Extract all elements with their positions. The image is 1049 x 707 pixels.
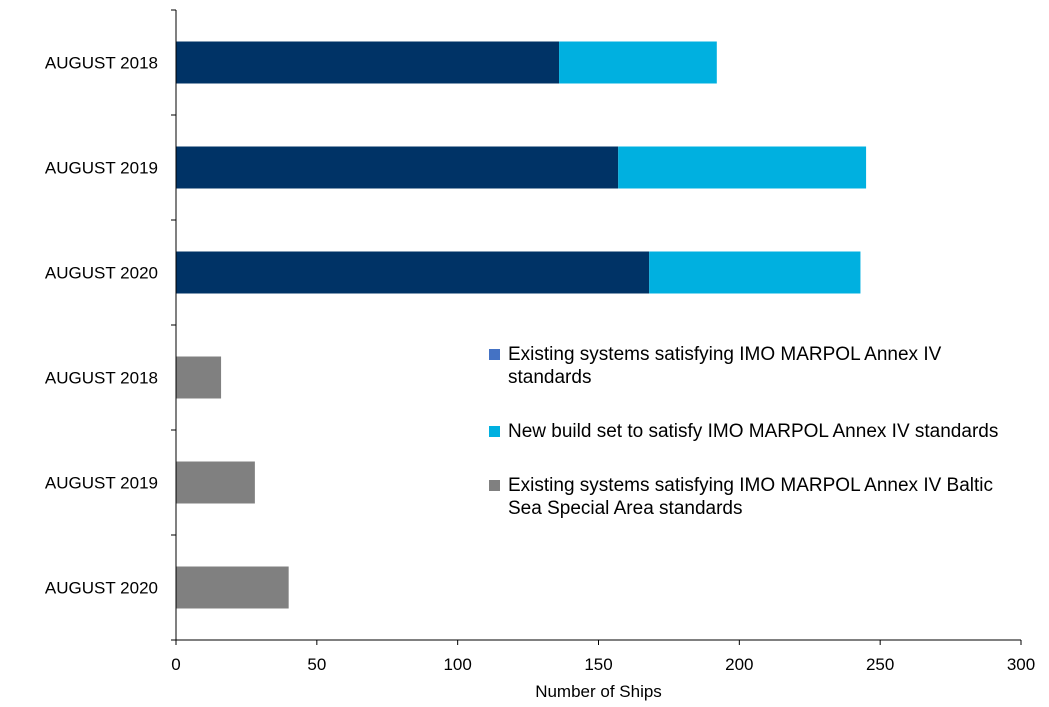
x-tick-label: 300 — [1007, 655, 1035, 674]
y-tick-label: AUGUST 2020 — [45, 264, 158, 283]
legend-swatch — [489, 349, 500, 360]
legend-label: Existing systems satisfying IMO MARPOL A… — [508, 475, 994, 519]
legend-item: Existing systems satisfying IMO MARPOL A… — [486, 343, 1026, 389]
bar-segment — [618, 146, 867, 189]
bar-segment — [649, 251, 861, 294]
x-tick-label: 200 — [725, 655, 753, 674]
bar-segment — [176, 251, 650, 294]
bar-segment — [176, 566, 289, 609]
legend-swatch — [489, 480, 500, 491]
x-tick-label: 150 — [584, 655, 612, 674]
bar-segment — [176, 146, 619, 189]
legend-item: New build set to satisfy IMO MARPOL Anne… — [486, 420, 1026, 443]
bar-segment — [559, 41, 717, 84]
y-tick-label: AUGUST 2020 — [45, 579, 158, 598]
legend-label: Existing systems satisfying IMO MARPOL A… — [508, 344, 942, 388]
y-tick-label: AUGUST 2018 — [45, 369, 158, 388]
bar-segment — [176, 461, 255, 504]
x-tick-label: 0 — [171, 655, 180, 674]
x-axis-title: Number of Ships — [535, 682, 662, 701]
x-tick-label: 100 — [443, 655, 471, 674]
x-tick-label: 250 — [866, 655, 894, 674]
legend-item: Existing systems satisfying IMO MARPOL A… — [486, 474, 1026, 520]
y-tick-label: AUGUST 2019 — [45, 474, 158, 493]
bar-segment — [176, 356, 222, 399]
y-tick-label: AUGUST 2019 — [45, 159, 158, 178]
y-tick-label: AUGUST 2018 — [45, 54, 158, 73]
legend-swatch — [489, 426, 500, 437]
x-tick-label: 50 — [307, 655, 326, 674]
legend: Existing systems satisfying IMO MARPOL A… — [486, 343, 1026, 551]
bar-segment — [176, 41, 560, 84]
legend-label: New build set to satisfy IMO MARPOL Anne… — [508, 421, 999, 442]
